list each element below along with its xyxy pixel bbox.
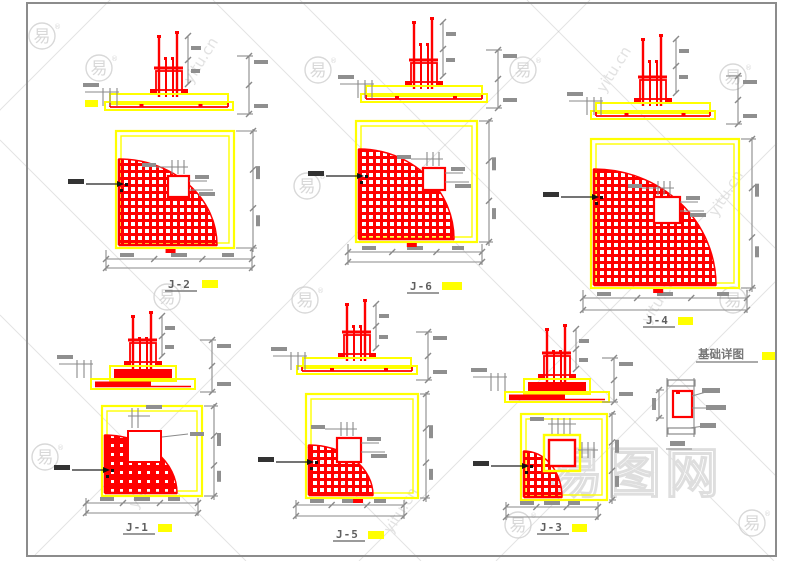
registered-icon: ® xyxy=(535,57,542,65)
seal-watermark: 易 ® xyxy=(304,56,337,84)
column-section-detail: 基础详图 xyxy=(652,347,775,450)
foundation-detail-j2: J-2 xyxy=(68,31,268,292)
registered-icon: ® xyxy=(54,23,61,31)
seal-watermark: 易 ® xyxy=(504,511,537,539)
seal-char: 易 xyxy=(297,291,314,311)
seal-char: 易 xyxy=(725,68,742,88)
detail-label-j5: J-5 xyxy=(336,528,359,541)
registered-icon: ® xyxy=(111,55,118,63)
section-detail-title: 基础详图 xyxy=(697,347,744,361)
seal-char: 易 xyxy=(159,288,176,308)
foundation-detail-j4: J-4 xyxy=(543,34,759,328)
foundation-detail-j1: J-1 xyxy=(54,311,231,535)
detail-label-j2: J-2 xyxy=(168,278,191,291)
diagonal-watermark: yitu.cn xyxy=(593,43,635,96)
diagonal-watermark: yitu.cn xyxy=(380,484,422,537)
registered-icon: ® xyxy=(57,444,64,452)
registered-icon: ® xyxy=(764,510,771,518)
seal-char: 易 xyxy=(510,516,527,536)
detail-label-j1: J-1 xyxy=(126,521,149,534)
diagonal-watermark: yitu.cn xyxy=(180,34,222,87)
registered-icon: ® xyxy=(330,57,337,65)
seal-watermark: 易 ® xyxy=(293,172,326,200)
sheet-border xyxy=(26,2,777,557)
detail-label-j4: J-4 xyxy=(646,314,669,327)
detail-label-j6: J-6 xyxy=(410,280,433,293)
seal-watermark: 易 ® xyxy=(291,286,324,314)
seal-char: 易 xyxy=(299,177,316,197)
seal-watermark: 易 ® xyxy=(719,63,752,91)
registered-icon: ® xyxy=(530,512,537,520)
registered-icon: ® xyxy=(179,284,186,292)
detail-label-j3: J-3 xyxy=(540,521,563,534)
registered-icon: ® xyxy=(317,287,324,295)
registered-icon: ® xyxy=(745,287,752,295)
registered-icon: ® xyxy=(745,64,752,72)
seal-watermark: 易 ® xyxy=(31,443,64,471)
seal-watermark: 易 ® xyxy=(738,509,771,537)
foundation-detail-j6: J-6 xyxy=(308,17,517,294)
diagonal-watermark: yitu.cn xyxy=(705,167,747,220)
seal-char: 易 xyxy=(744,514,761,534)
seal-watermark: 易 ® xyxy=(28,22,61,50)
foundation-detail-j3: J-3 xyxy=(471,324,633,535)
seal-char: 易 xyxy=(310,61,327,81)
seal-watermark: 易 ® xyxy=(153,283,186,311)
foundation-detail-j5: J-5 xyxy=(258,299,447,542)
seal-char: 易 xyxy=(91,59,108,79)
seal-watermark: 易 ® xyxy=(85,54,118,82)
details-layer: J-2 J-6 J-4 J-1 J-5 J-3 xyxy=(54,17,759,542)
seal-char: 易 xyxy=(34,27,51,47)
registered-icon: ® xyxy=(319,173,326,181)
seal-char: 易 xyxy=(37,448,54,468)
seal-char: 易 xyxy=(515,61,532,81)
seal-watermark: 易 ® xyxy=(509,56,542,84)
